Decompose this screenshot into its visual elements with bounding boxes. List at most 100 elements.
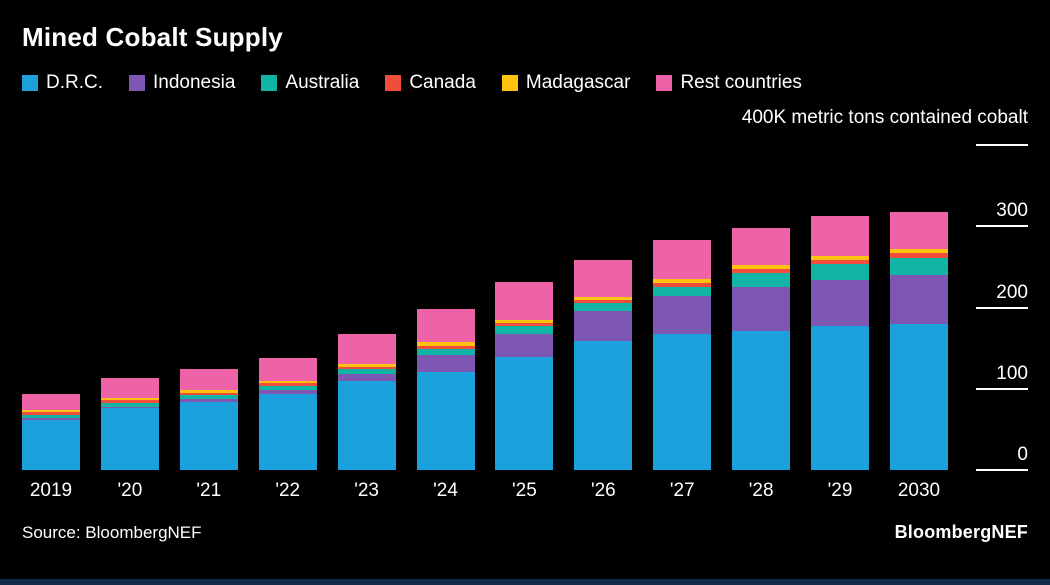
bar-segment xyxy=(416,348,475,355)
bar-segment xyxy=(22,418,80,420)
y-axis-tick: 0 xyxy=(948,445,1028,471)
bar-segment xyxy=(574,310,633,341)
x-axis-label: '27 xyxy=(669,480,695,501)
bar-segment xyxy=(22,409,80,413)
bar-segment xyxy=(653,287,712,297)
bar-segment xyxy=(22,419,80,470)
x-axis-label: 2019 xyxy=(29,480,73,501)
bar-segment xyxy=(258,383,317,386)
bar-segment xyxy=(653,279,712,284)
x-axis-label: '28 xyxy=(748,480,774,501)
legend: D.R.C. Indonesia Australia Canada Madagascar… xyxy=(22,71,1028,95)
bar-segment xyxy=(100,402,159,407)
bar-segment xyxy=(258,393,317,470)
bar-segment xyxy=(337,363,396,367)
bar-segment xyxy=(889,253,948,258)
y-axis-tick: 300 xyxy=(948,200,1028,228)
y-axis-tick-label: 0 xyxy=(1017,444,1028,465)
bar-column xyxy=(337,333,396,470)
bar-segment xyxy=(732,265,791,270)
bar-segment xyxy=(22,393,80,410)
bar-segment xyxy=(732,287,791,332)
legend-label: Australia xyxy=(285,72,360,93)
chart-title: Mined Cobalt Supply xyxy=(22,22,283,52)
legend-item: Rest countries xyxy=(656,72,802,94)
bar-segment xyxy=(495,326,554,334)
legend-swatch xyxy=(261,75,278,91)
x-axis-label: '29 xyxy=(827,480,853,501)
bars-area: 2019 '20 '21 '22 '23 '24 '25 '26 '27 '28 '29 2030 xyxy=(22,145,948,502)
y-axis-tick-label: 200 xyxy=(996,281,1028,303)
bar-segment xyxy=(574,340,633,470)
y-axis-tick: 200 xyxy=(948,283,1028,309)
bar-segment xyxy=(416,309,475,343)
bar-segment xyxy=(495,322,554,327)
bar-segment xyxy=(811,264,870,280)
bar-segment xyxy=(811,255,870,260)
y-axis-tick: 100 xyxy=(948,364,1028,390)
bar-column xyxy=(889,211,948,470)
bar-segment xyxy=(495,357,554,470)
bar-segment xyxy=(653,283,712,288)
y-axis-tick-line xyxy=(976,144,1028,146)
bar-segment xyxy=(574,260,633,297)
bar-segment xyxy=(179,392,238,396)
bar-segment xyxy=(574,303,633,311)
legend-swatch xyxy=(385,75,402,91)
legend-swatch xyxy=(501,75,518,91)
x-axis-label: '24 xyxy=(433,480,458,501)
bar-segment xyxy=(574,296,633,301)
plot-area: 2019 '20 '21 '22 '23 '24 '25 '26 '27 '28 '29 2030 0… xyxy=(22,144,1028,502)
bar-segment xyxy=(811,326,870,470)
bar-column xyxy=(258,357,317,470)
bar-column xyxy=(732,227,791,470)
bar-segment xyxy=(889,323,948,470)
y-axis-tick-line xyxy=(976,469,1028,471)
bar-segment xyxy=(100,408,159,470)
bar-segment xyxy=(495,319,554,323)
legend-item: Indonesia xyxy=(129,72,235,94)
bar-segment xyxy=(811,259,870,265)
bar-column xyxy=(22,393,80,470)
bar-segment xyxy=(732,269,791,274)
y-axis-tick xyxy=(948,144,1028,146)
x-axis-labels: 2019 '20 '21 '22 '23 '24 '25 '26 '27 '28 '29 2030 xyxy=(22,480,948,502)
y-axis-tick-label: 300 xyxy=(996,200,1028,222)
legend-label: D.R.C. xyxy=(46,72,103,93)
legend-item: Madagascar xyxy=(501,72,631,94)
legend-label: Madagascar xyxy=(525,72,631,93)
bar-segment xyxy=(889,249,948,254)
bottom-accent-bar xyxy=(0,579,1050,585)
bar-segment xyxy=(100,400,159,403)
bar-segment xyxy=(179,395,238,400)
legend-swatch xyxy=(129,75,145,91)
brand-logo: BloombergNEF xyxy=(894,522,1028,542)
bar-column xyxy=(653,240,712,470)
bar-segment xyxy=(889,211,948,249)
bar-segment xyxy=(653,296,712,335)
bar-segment xyxy=(179,390,238,393)
bar-column xyxy=(574,260,633,470)
bar-segment xyxy=(416,354,475,372)
legend-item: Australia xyxy=(261,72,359,94)
bar-segment xyxy=(732,273,791,288)
bar-segment xyxy=(732,227,791,266)
bar-segment xyxy=(179,369,238,391)
bar-segment xyxy=(258,357,317,381)
bar-segment xyxy=(22,412,80,415)
bar-segment xyxy=(495,281,554,320)
bar-segment xyxy=(100,406,159,409)
bar-segment xyxy=(258,385,317,391)
bar-column xyxy=(416,309,475,470)
bar-column xyxy=(495,281,554,470)
bar-column xyxy=(100,378,159,470)
x-axis-label: '22 xyxy=(275,480,301,501)
x-axis-label: 2030 xyxy=(897,480,941,501)
bar-segment xyxy=(574,300,633,304)
bars-container xyxy=(22,145,948,470)
y-axis-tick-line xyxy=(976,306,1028,309)
bar-segment xyxy=(889,257,948,275)
bar-segment xyxy=(179,399,238,402)
y-axis-tick-line xyxy=(976,387,1028,390)
